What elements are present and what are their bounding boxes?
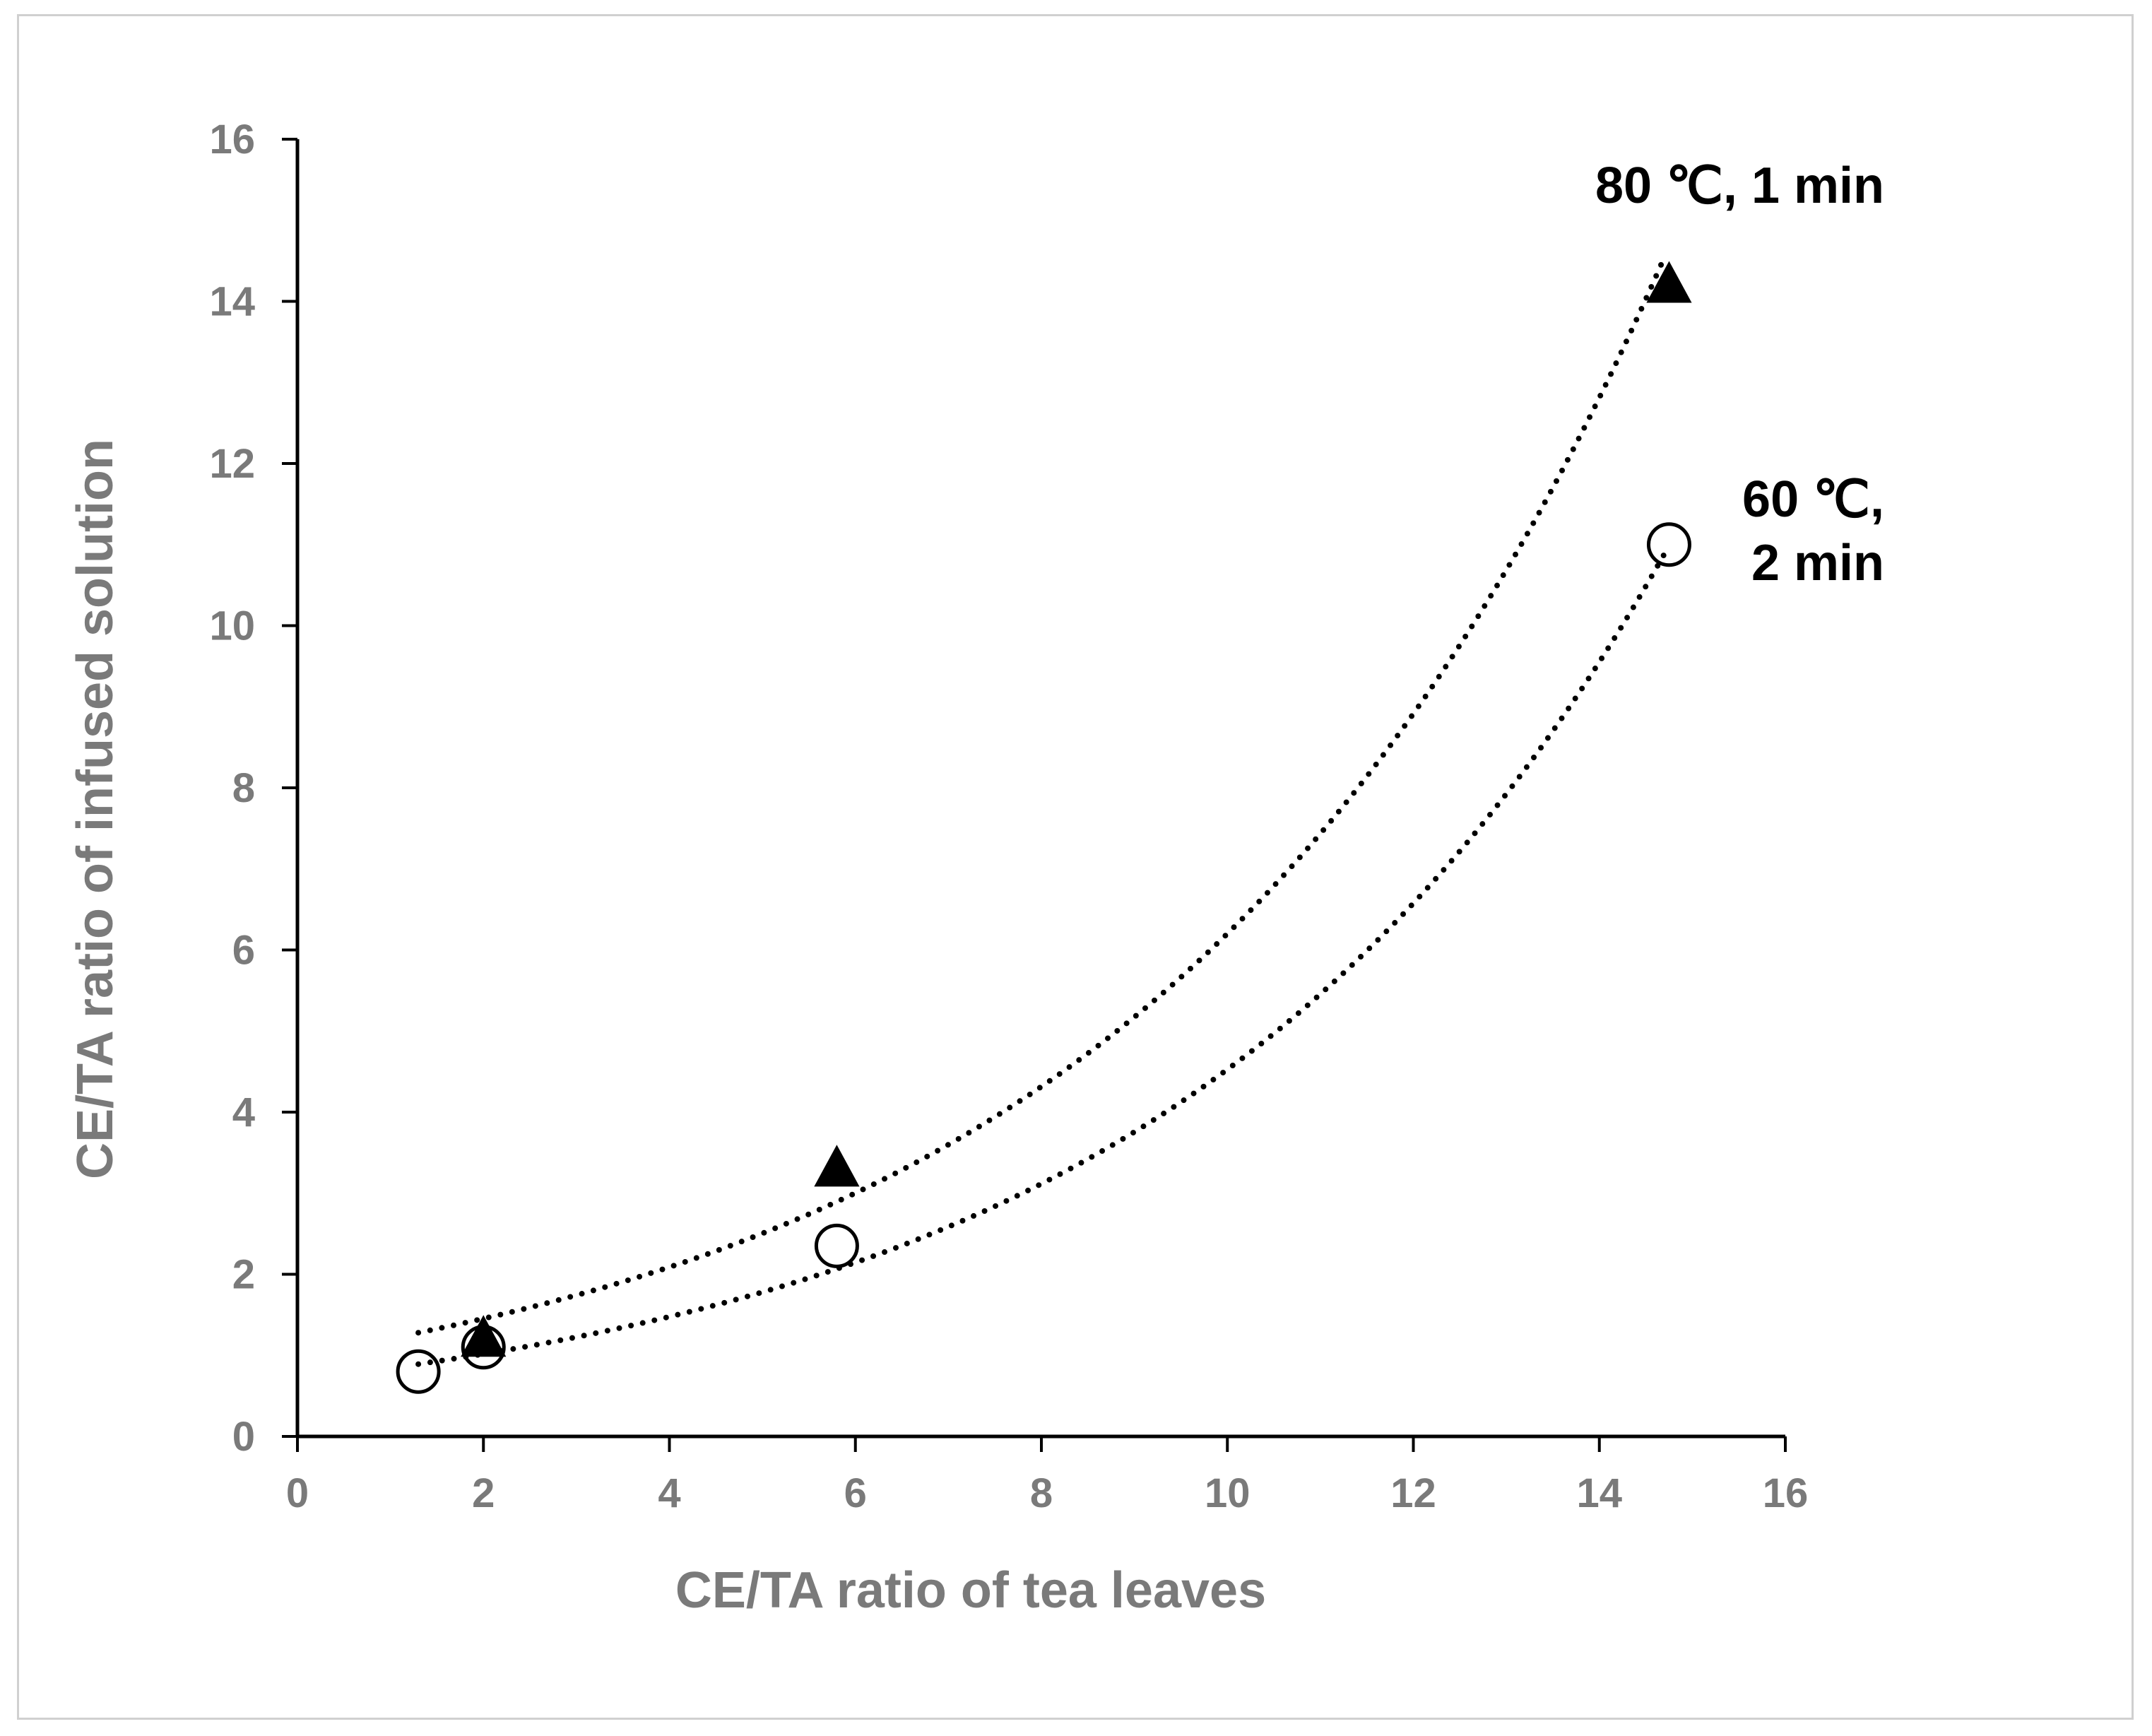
y-tick-label: 8 <box>232 765 255 811</box>
data-point-circle <box>396 1349 441 1394</box>
data-point-circle <box>814 1223 859 1268</box>
y-tick-label: 12 <box>209 441 255 487</box>
x-tick-label: 2 <box>472 1470 495 1516</box>
annotation-line: 60 ℃, <box>1742 471 1884 528</box>
scatter-chart: 0 2 4 6 8 10 12 14 16 0 2 4 6 8 10 12 14 16 80 ℃, 1 min 60… <box>67 117 1884 1619</box>
trendline-60c <box>415 550 1667 1367</box>
y-tick-label: 10 <box>209 603 255 649</box>
y-tick-label: 2 <box>232 1252 255 1298</box>
y-tick-label: 4 <box>232 1090 255 1135</box>
markers <box>396 261 1692 1394</box>
annotations: 80 ℃, 1 min 60 ℃, 2 min <box>1595 158 1884 591</box>
y-tick-label: 14 <box>209 279 255 325</box>
x-axis-title: CE/TA ratio of tea leaves <box>675 1562 1266 1619</box>
annotation-line: 80 ℃, 1 min <box>1595 158 1884 214</box>
x-tick-label: 10 <box>1205 1470 1251 1516</box>
x-tick-label: 12 <box>1390 1470 1436 1516</box>
x-tick-label: 4 <box>658 1470 680 1516</box>
data-point-triangle <box>814 1145 860 1187</box>
x-tick-label: 16 <box>1763 1470 1809 1516</box>
annotation-label: 80 ℃, 1 min <box>1595 158 1884 214</box>
x-tick-label: 6 <box>844 1470 867 1516</box>
x-tick-label: 8 <box>1030 1470 1053 1516</box>
data-point-circle <box>461 1325 506 1370</box>
x-tick-label: 0 <box>286 1470 309 1516</box>
data-point-triangle <box>461 1315 507 1357</box>
annotation-label: 60 ℃, 2 min <box>1742 471 1884 591</box>
annotation-line: 2 min <box>1751 535 1884 591</box>
trendline-80c <box>415 254 1667 1336</box>
y-tick-label: 6 <box>232 928 255 974</box>
y-tick-label: 0 <box>232 1414 255 1460</box>
y-tick-label: 16 <box>209 117 255 163</box>
y-axis-title: CE/TA ratio of infused solution <box>67 439 124 1179</box>
x-tick-label: 14 <box>1576 1470 1622 1516</box>
axes: 0 2 4 6 8 10 12 14 16 0 2 4 6 8 10 12 14 16 <box>209 117 1808 1516</box>
figure-frame: 0 2 4 6 8 10 12 14 16 0 2 4 6 8 10 12 14 16 80 ℃, 1 min 60… <box>17 14 2134 1720</box>
data-point-triangle <box>1646 261 1692 303</box>
trendlines <box>415 254 1667 1367</box>
data-point-circle <box>1646 522 1691 567</box>
